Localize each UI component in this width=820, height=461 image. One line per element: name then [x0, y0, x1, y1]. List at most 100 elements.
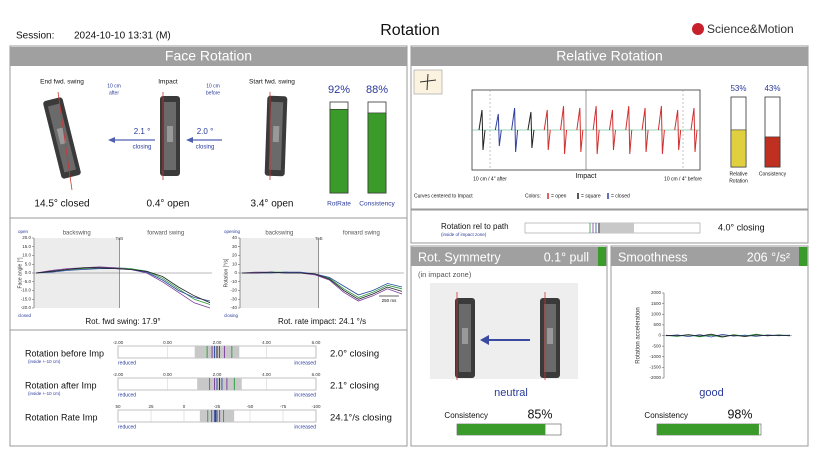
y-tick-label: 20: [232, 253, 238, 258]
spike: [625, 105, 633, 155]
zone-label: before: [206, 90, 220, 96]
spike: [674, 109, 682, 151]
session: 2024-10-10 13:31 (M): [74, 31, 171, 42]
y-tick-label: 2000: [651, 290, 662, 295]
y-tick-label: 1500: [651, 301, 662, 306]
path-value: 4.0° closing: [718, 222, 765, 232]
bar: [730, 129, 747, 168]
spike: [494, 113, 502, 147]
position-label: Impact: [158, 79, 178, 86]
y-tick-label: -1500: [649, 365, 661, 370]
consistency-label: Consistency: [644, 411, 688, 420]
zone-label: 10 cm: [107, 83, 121, 89]
y-tick-label: 5.0: [25, 261, 32, 266]
row-name: Rotation Rate Imp: [25, 412, 98, 422]
y-tick-label: 40: [232, 235, 238, 240]
x-tick-label: -25: [214, 404, 221, 409]
x-tick-label: 4.00: [262, 372, 271, 377]
putter-image: [160, 96, 180, 176]
y-tick-label: 0: [658, 333, 661, 338]
putter-part: [56, 127, 67, 145]
path-band: [598, 223, 634, 233]
row-note: (inside +-10 cm): [28, 359, 61, 364]
x-tick-label: -2.00: [113, 372, 124, 377]
zone-label: after: [109, 90, 119, 96]
consistency-bar: [457, 424, 546, 435]
scale-label: reduced: [118, 392, 136, 398]
logo: Science&Motion: [707, 22, 794, 36]
bar: [764, 136, 781, 168]
axis-label: 10 cm / 4" after: [473, 176, 507, 182]
status-square: [799, 247, 807, 266]
status-square: [598, 247, 606, 266]
row-value: 2.1° closing: [330, 381, 379, 392]
x-tick-label: -75: [280, 404, 287, 409]
bar-name: Relative: [729, 171, 747, 177]
y-tick-label: -40: [230, 305, 237, 310]
y-tick-label: -15.0: [21, 296, 32, 301]
phase-label: backswing: [265, 231, 293, 237]
direction-label: open: [18, 229, 29, 234]
axis-label: 10 cm / 4" before: [664, 176, 702, 182]
bar-value: 92%: [328, 84, 350, 96]
x-tick-label: 6.00: [312, 340, 321, 345]
y-axis-label: Rotation acceleration: [636, 307, 642, 363]
row-name: Rotation before Imp: [25, 348, 104, 358]
putter-image: [455, 298, 475, 378]
spike: [511, 107, 519, 153]
bar-name: Consistency: [759, 171, 787, 177]
bar-name: Rotation: [729, 178, 748, 184]
direction-label: opening: [224, 229, 241, 234]
y-tick-label: 0: [234, 270, 237, 275]
putter-image: [43, 97, 81, 179]
y-tick-label: 15.0: [22, 244, 31, 249]
icon: [426, 73, 429, 91]
verdict: good: [699, 387, 723, 399]
y-tick-label: -30: [230, 296, 237, 301]
bar: [367, 112, 387, 194]
phase-label: forward swing: [147, 231, 184, 237]
spike: [592, 105, 600, 155]
row-value: 24.1°/s closing: [330, 413, 392, 424]
x-tick-label: 2.00: [213, 340, 222, 345]
arrowhead: [186, 137, 193, 143]
position-value: 3.4° open: [251, 199, 294, 210]
x-tick-label: 25: [148, 404, 154, 409]
x-tick-label: 0.00: [163, 372, 172, 377]
x-tick-label: -100: [311, 404, 321, 409]
zone-label: 10 cm: [206, 83, 220, 89]
panel-header: [10, 47, 407, 66]
spike: [527, 111, 535, 149]
panel-value: 0.1° pull: [544, 250, 589, 264]
series-line: [35, 267, 211, 304]
y-tick-label: -20: [230, 288, 237, 293]
y-tick-label: 500: [653, 322, 661, 327]
scale-label: reduced: [118, 360, 136, 366]
y-tick-label: -20.0: [21, 305, 32, 310]
putter-image: [540, 298, 560, 378]
position-value: 14.5° closed: [34, 199, 89, 210]
scale-label: increased: [294, 424, 316, 430]
arrowhead: [480, 335, 489, 345]
y-tick-label: 20.0: [22, 235, 31, 240]
position-value: 0.4° open: [147, 199, 190, 210]
spike: [608, 109, 616, 151]
phase-label: backswing: [63, 231, 91, 237]
panel: [610, 245, 809, 447]
y-axis-label: Rotation [°/s]: [223, 258, 229, 287]
position-label: End fwd. swing: [40, 79, 84, 86]
position-label: Start fwd. swing: [249, 79, 295, 86]
tob-label: ToB: [315, 236, 323, 241]
change-value: 2.1 °: [134, 127, 151, 136]
change-value: 2.0 °: [197, 127, 214, 136]
y-tick-label: -500: [652, 343, 662, 348]
putter-image: [264, 95, 288, 177]
x-tick-label: -50: [247, 404, 254, 409]
reference-line: [57, 91, 73, 191]
panel-title: Rot. Symmetry: [418, 250, 501, 264]
legend-label: = closed: [611, 193, 630, 199]
path-label: Rotation rel to path: [441, 222, 509, 231]
x-tick-label: 4.00: [262, 340, 271, 345]
scale-label: 250 ms: [382, 298, 398, 303]
